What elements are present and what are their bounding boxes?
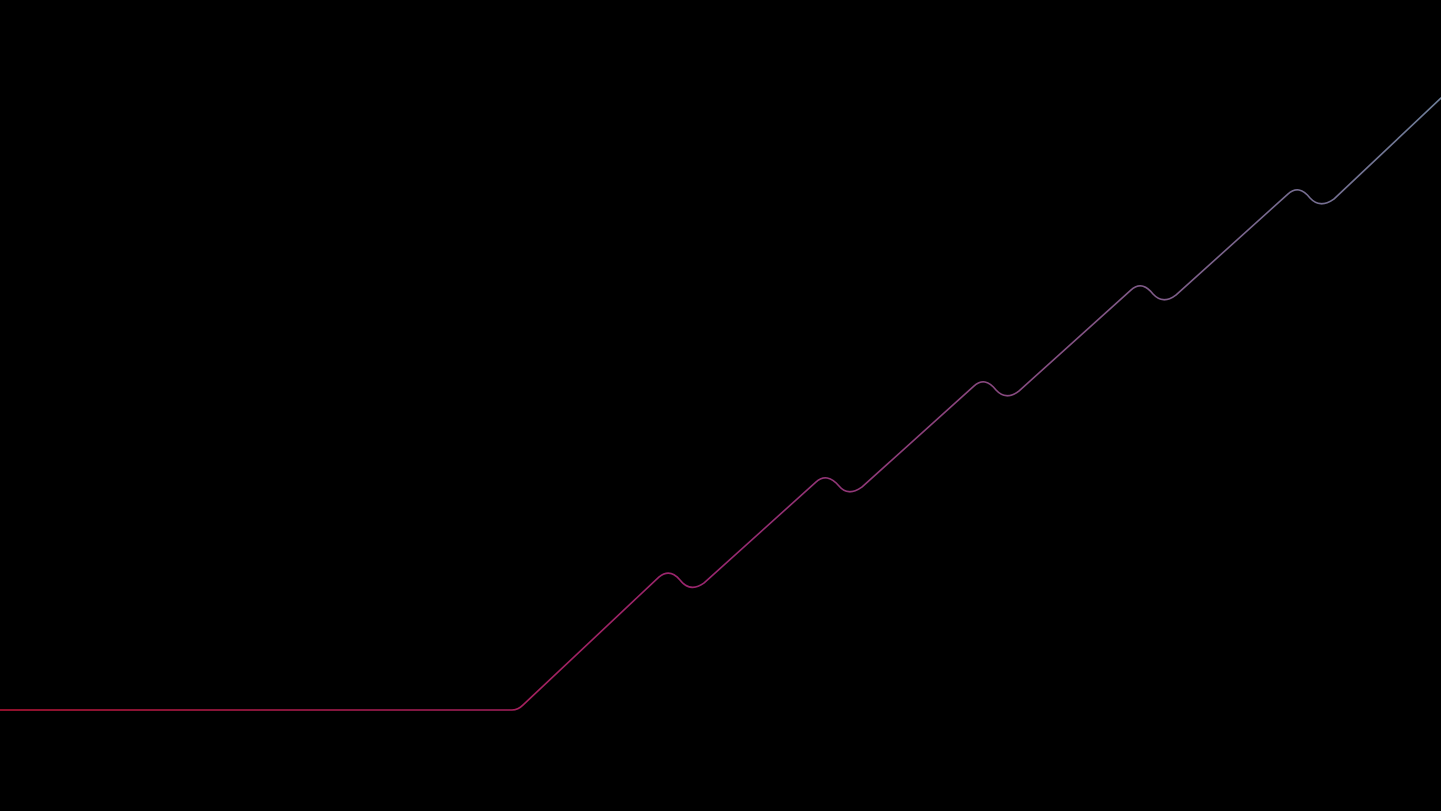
stepped-wave-line — [0, 97, 1441, 711]
